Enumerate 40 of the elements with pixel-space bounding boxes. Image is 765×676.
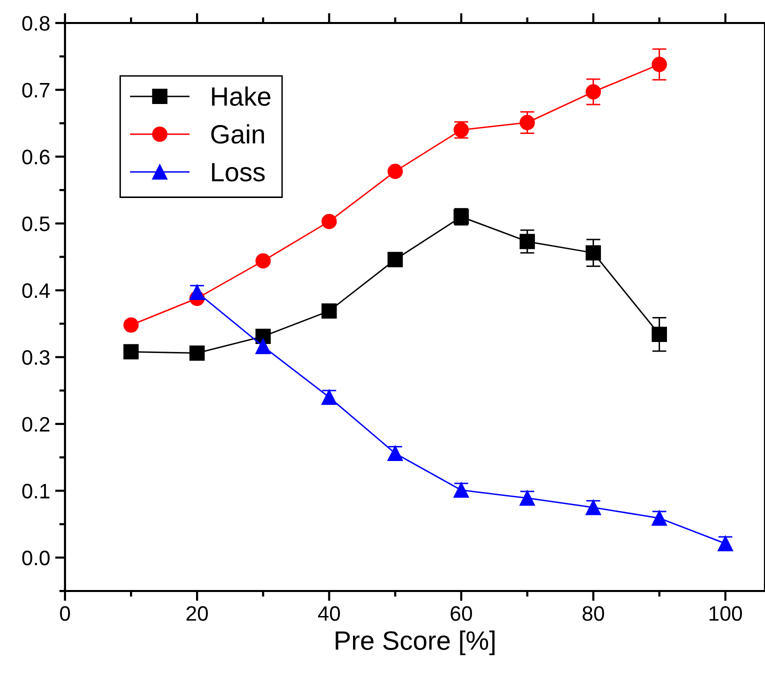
point — [123, 317, 139, 333]
point — [520, 114, 535, 130]
point — [520, 234, 535, 250]
point — [322, 214, 337, 230]
point — [652, 326, 667, 342]
point — [652, 56, 667, 72]
y-tick-label: 0.5 — [22, 216, 50, 232]
point — [454, 482, 469, 498]
x-tick-label: 40 — [318, 606, 340, 621]
x-tick-label: 0 — [60, 606, 70, 621]
text: 0.0 — [22, 550, 50, 566]
legend-label: Hake — [212, 86, 270, 106]
point — [388, 446, 403, 461]
y-tick-label: 0.4 — [22, 283, 50, 298]
y-tick-label: 0.8 — [22, 16, 50, 31]
point — [322, 303, 337, 319]
point — [255, 338, 271, 354]
point — [189, 345, 205, 361]
x-tick-label: 60 — [450, 606, 472, 621]
point — [586, 84, 601, 100]
point — [189, 284, 205, 300]
legend-label: Gain — [211, 124, 264, 144]
y-tick-label: 0.3 — [22, 350, 50, 365]
point — [586, 500, 601, 516]
point — [255, 253, 271, 269]
x-axis-title: Pre Score [%] — [336, 630, 495, 656]
y-tick-label: 0.6 — [22, 150, 50, 164]
y-tick-label: 0.1 — [22, 484, 50, 499]
point — [520, 490, 535, 506]
point — [586, 245, 601, 261]
x-tick-label: 20 — [186, 606, 208, 621]
point — [388, 252, 403, 268]
point — [718, 536, 734, 552]
y-tick-label: 0.7 — [22, 82, 50, 98]
y-tick-label: 0.2 — [22, 416, 50, 432]
point — [123, 344, 139, 360]
point — [388, 164, 403, 179]
x-tick-label: 100 — [710, 606, 742, 621]
x-tick-label: 80 — [582, 606, 604, 621]
legend-label: Loss — [212, 163, 265, 182]
